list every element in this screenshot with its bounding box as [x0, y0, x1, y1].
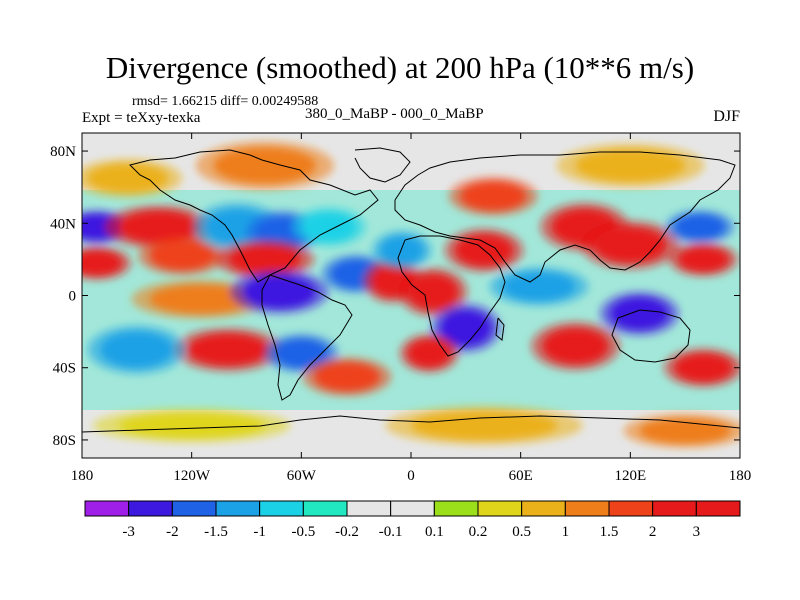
field-anomaly [674, 353, 733, 383]
x-tick-label: 0 [407, 468, 415, 484]
y-tick-label: 0 [69, 289, 77, 305]
colorbar-label: -0.1 [379, 524, 403, 540]
colorbar-label: -1 [253, 524, 266, 540]
colorbar-swatch [128, 500, 173, 517]
coastline-australia [611, 309, 691, 363]
season-label: DJF [713, 108, 740, 125]
field-anomaly [575, 149, 686, 182]
colorbar-label: -0.5 [291, 524, 315, 540]
field-anomaly [502, 272, 576, 301]
x-tick-label: 60W [287, 468, 317, 484]
field-anomaly [149, 241, 216, 271]
x-tick-label: 120E [614, 468, 646, 484]
colorbar-swatch [564, 500, 610, 517]
coastlines [82, 147, 740, 433]
field-anomaly [242, 275, 316, 309]
field-anomaly [188, 333, 269, 366]
coastline-antarctica [82, 415, 740, 433]
colorbar-label: 2 [649, 524, 657, 540]
colorbar-label: 0.1 [425, 524, 444, 540]
colorbar-swatch [346, 500, 392, 517]
field-anomaly [407, 338, 452, 368]
divergence-field [82, 133, 740, 458]
colorbar-label: -0.2 [335, 524, 359, 540]
coastline-africa [397, 235, 506, 357]
colorbar-label: 0.2 [469, 524, 488, 540]
colorbar-swatch [652, 500, 697, 517]
y-tick-label: 80N [50, 144, 76, 160]
colorbar-label: 1 [562, 524, 570, 540]
colorbar-label: -1.5 [204, 524, 228, 540]
axes: 180 120W 60W 0 60E 120E 180 80N 40N 0 40S 80S [50, 133, 751, 484]
field-anomaly [674, 214, 726, 240]
comparison-label: 380_0_MaBP - 000_0_MaBP [305, 106, 484, 122]
field-anomaly [118, 210, 199, 244]
field-anomaly [407, 273, 459, 310]
x-tick-label: 120W [173, 468, 211, 484]
colorbar-swatch [608, 500, 654, 517]
field-anomaly [379, 235, 424, 265]
y-tick-label: 80S [53, 433, 76, 449]
coastline-madagascar [495, 317, 505, 341]
colorbar-swatch [84, 500, 130, 517]
x-tick-label: 60E [509, 468, 533, 484]
colorbar-swatch [259, 500, 304, 517]
x-tick-label: 180 [71, 468, 94, 484]
colorbar-label: 3 [693, 524, 701, 540]
y-tick-label: 40S [53, 361, 76, 377]
y-tick-label: 40N [50, 216, 76, 232]
field-anomaly [87, 163, 168, 193]
field-anomaly [314, 362, 380, 392]
field-anomaly [149, 284, 252, 314]
colorbar-label: 0.5 [512, 524, 531, 540]
experiment-label: Expt = teXxy-texka [82, 110, 201, 126]
rmsd-diff-stats: rmsd= 1.66215 diff= 0.00249588 [132, 94, 319, 109]
colorbar-swatch [695, 500, 741, 517]
field-anomaly [610, 297, 669, 330]
chart-title: Divergence (smoothed) at 200 hPa (10**6 … [105, 50, 695, 85]
colorbar-swatch [390, 500, 435, 517]
colorbar: -3 -2 -1.5 -1 -0.5 -0.2 -0.1 0.1 0.2 0.5 1 1.5 2 3 [84, 500, 741, 540]
field-anomaly [301, 212, 357, 242]
coastline-south-america [261, 274, 353, 401]
colorbar-label: -3 [122, 524, 135, 540]
field-anomaly [100, 331, 174, 368]
colorbar-swatch [521, 500, 566, 517]
colorbar-label: 1.5 [600, 524, 619, 540]
coastline-eurasia [394, 151, 736, 283]
colorbar-swatch [433, 500, 479, 517]
coastline-greenland [354, 147, 411, 183]
field-anomaly [411, 411, 558, 440]
field-anomaly [677, 246, 730, 273]
colorbar-swatch [171, 500, 217, 517]
field-anomaly [542, 328, 609, 365]
coastline-north-america [129, 149, 379, 283]
colorbar-swatch [302, 500, 348, 517]
colorbar-label: -2 [166, 524, 179, 540]
colorbar-swatch [477, 500, 523, 517]
x-tick-label: 180 [729, 468, 752, 484]
colorbar-swatch [215, 500, 261, 517]
field-anomaly [228, 244, 302, 274]
field-anomaly [118, 412, 265, 439]
field-anomaly [213, 147, 316, 184]
field-anomaly [440, 309, 492, 347]
field-anomaly [460, 181, 527, 211]
field-anomaly [82, 250, 123, 276]
